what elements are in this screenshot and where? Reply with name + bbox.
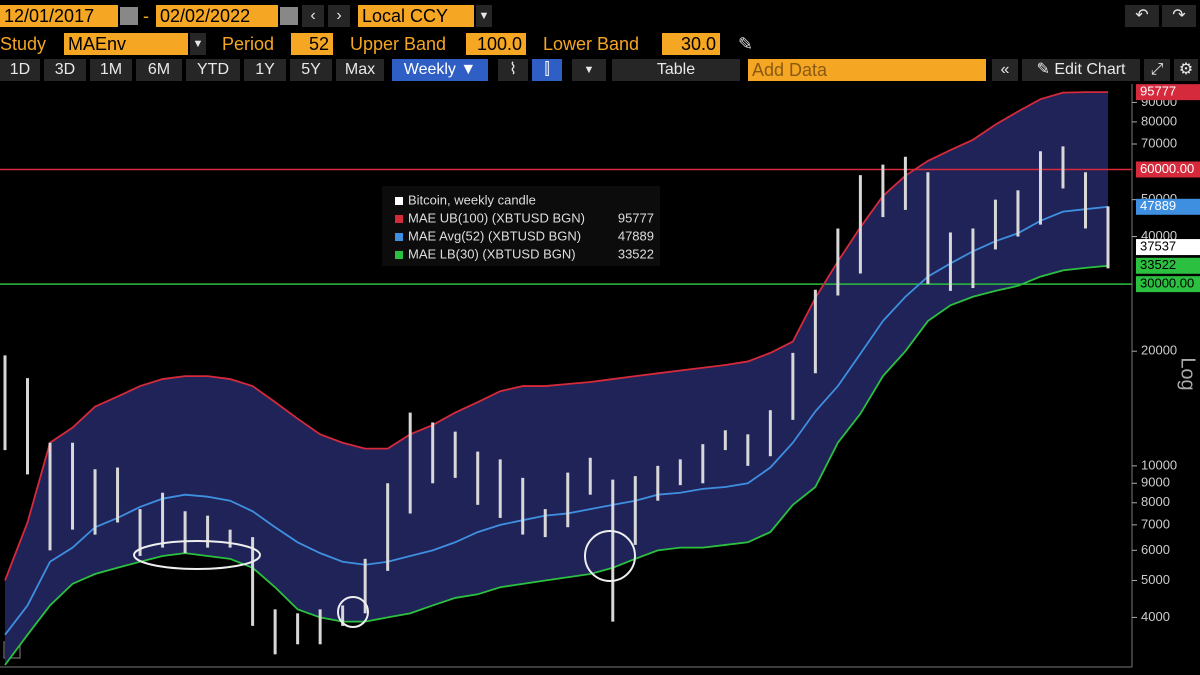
y-tick-label: 5000: [1141, 572, 1170, 587]
upper-band-value: 95777: [1136, 84, 1200, 101]
annotation-ellipse: [133, 540, 261, 570]
date-dash: -: [143, 6, 149, 26]
line-value-box: [1136, 161, 1200, 178]
range-button[interactable]: 1Y: [244, 59, 286, 81]
band-line: [4, 91, 1109, 581]
lower-input[interactable]: 30.0: [662, 33, 720, 55]
legend-box: [382, 186, 660, 266]
dropdown-arrow[interactable]: ▼: [476, 5, 492, 27]
band-line: [4, 264, 1109, 666]
table-button[interactable]: Table: [612, 59, 740, 81]
legend-label: Bitcoin, weekly candle: [408, 192, 536, 207]
study-select[interactable]: MAEnv: [64, 33, 188, 55]
lower-band-value-box: [1136, 257, 1200, 274]
avg-value-text: 47889: [1140, 198, 1176, 213]
y-tick-label: 9000: [1141, 475, 1170, 490]
candle-icon[interactable]: ⫿: [532, 59, 562, 81]
calendar-icon[interactable]: [280, 7, 298, 25]
currency-select[interactable]: Local CCY: [358, 5, 474, 27]
y-tick-label: 70000: [1141, 135, 1177, 150]
prev-button[interactable]: ‹: [302, 5, 324, 27]
y-tick-label: 10000: [1141, 457, 1177, 472]
last-price-text: 37537: [1140, 239, 1176, 254]
lower-label: Lower Band: [543, 34, 640, 54]
legend-label: MAE Avg(52) (XBTUSD BGN): [408, 228, 581, 243]
annotation-circle: [584, 530, 636, 582]
legend-swatch: [395, 251, 403, 259]
add-data-input[interactable]: Add Data: [748, 59, 986, 81]
upper-band-value-box: [1136, 84, 1200, 101]
legend-value: 47889: [618, 228, 654, 243]
expand-button[interactable]: ⤢: [1144, 59, 1170, 81]
lower-band-value-text: 33522: [1140, 257, 1176, 272]
period-label: Period: [222, 34, 275, 54]
y-tick-label: 80000: [1141, 113, 1177, 128]
line-value-text: 60000.00: [1140, 161, 1194, 176]
legend: Bitcoin, weekly candle MAE UB(100) (XBTUS…: [382, 186, 660, 266]
redo-button[interactable]: ↷: [1162, 5, 1196, 27]
range-button[interactable]: 1M: [90, 59, 132, 81]
upper-input[interactable]: 100.0: [466, 33, 526, 55]
next-button[interactable]: ›: [328, 5, 350, 27]
line-value-text: 30000.00: [1140, 276, 1194, 291]
study-label: Study: [0, 34, 47, 54]
legend-swatch: [395, 233, 403, 241]
y-tick-label: 4000: [1141, 609, 1170, 624]
dropdown-arrow[interactable]: ▼: [190, 33, 206, 55]
legend-label: MAE UB(100) (XBTUSD BGN): [408, 210, 585, 225]
legend-swatch: [395, 215, 403, 223]
upper-label: Upper Band: [350, 34, 447, 54]
upper-band-value-text: 95777: [1140, 84, 1176, 99]
range-button[interactable]: 5Y: [290, 59, 332, 81]
annotation-circle: [337, 596, 369, 628]
band-fill: [5, 92, 1108, 665]
range-button[interactable]: 6M: [136, 59, 182, 81]
band-line: [4, 205, 1109, 636]
calendar-icon[interactable]: [120, 7, 138, 25]
line-value: 30000.00: [1136, 276, 1200, 293]
dropdown-arrow[interactable]: ▼: [572, 59, 606, 81]
settings-button[interactable]: ⚙: [1174, 59, 1198, 81]
collapse-button[interactable]: «: [992, 59, 1018, 81]
lower-band-value: 33522: [1136, 257, 1200, 274]
y-tick-label: 7000: [1141, 516, 1170, 531]
legend-label: MAE LB(30) (XBTUSD BGN): [408, 246, 576, 261]
avg-value: 47889: [1136, 198, 1200, 215]
edit-chart-text: Edit Chart: [1054, 61, 1126, 78]
axis-label: Log: [1177, 357, 1199, 390]
range-button[interactable]: Max: [336, 59, 384, 81]
avg-value-box: [1136, 198, 1200, 215]
line-value: 60000.00: [1136, 161, 1200, 178]
end-date[interactable]: 02/02/2022: [156, 5, 278, 27]
y-tick-label: 6000: [1141, 542, 1170, 557]
line-value-box: [1136, 276, 1200, 293]
legend-swatch: [395, 197, 403, 205]
edit-chart-button[interactable]: ✎ Edit Chart: [1022, 59, 1140, 81]
legend-value: 95777: [618, 210, 654, 225]
undo-button[interactable]: ↶: [1125, 5, 1159, 27]
y-tick-label: 8000: [1141, 494, 1170, 509]
chart-type-icon[interactable]: ⌇: [498, 59, 528, 81]
last-price-box: [1136, 239, 1200, 256]
edit-icon[interactable]: ✎: [738, 34, 754, 54]
legend-value: 33522: [618, 246, 654, 261]
y-tick-label: 20000: [1141, 343, 1177, 358]
range-button[interactable]: 1D: [0, 59, 40, 81]
start-date[interactable]: 12/01/2017: [0, 5, 118, 27]
chart: 4000500060007000800090001000020000400005…: [0, 84, 1200, 668]
period-input[interactable]: 52: [291, 33, 333, 55]
range-button[interactable]: YTD: [186, 59, 240, 81]
last-price: 37537: [1136, 239, 1200, 256]
range-button[interactable]: 3D: [44, 59, 86, 81]
frequency-select[interactable]: Weekly ▼: [392, 59, 488, 81]
